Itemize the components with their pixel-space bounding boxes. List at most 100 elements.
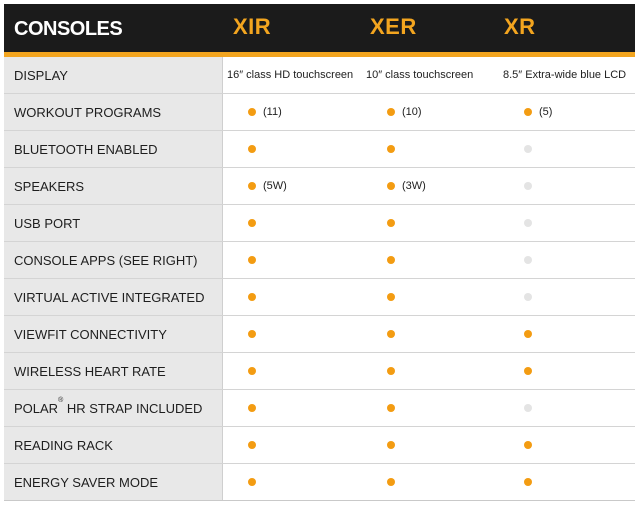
cell-xr (499, 390, 635, 426)
model-heading-xr: XR (504, 14, 536, 39)
row-label: WIRELESS HEART RATE (14, 364, 166, 379)
table-row: CONSOLE APPS (SEE RIGHT) (4, 242, 635, 279)
feature-not-included-dot-icon (524, 145, 532, 153)
row-label: DISPLAY (14, 68, 68, 83)
cell-text: 16″ class HD touchscreen (227, 69, 354, 81)
feature-included-dot-icon (248, 219, 256, 227)
cell-xr (499, 353, 635, 389)
cell-xer (362, 279, 499, 315)
table-body: DISPLAY 16″ class HD touchscreen 10″ class… (4, 57, 635, 501)
cell-xir (223, 131, 362, 167)
table-header: CONSOLES XIR XER XR (4, 4, 635, 52)
row-label: WORKOUT PROGRAMS (14, 105, 162, 120)
cell-note: (5) (539, 106, 553, 118)
cell-xr (499, 316, 635, 352)
cell-xir (223, 205, 362, 241)
table-row: WIRELESS HEART RATE (4, 353, 635, 390)
feature-included-dot-icon (524, 367, 532, 375)
table-row: READING RACK (4, 427, 635, 464)
row-label: VIEWFIT CONNECTIVITY (14, 327, 167, 342)
feature-not-included-dot-icon (524, 404, 532, 412)
cell-xr (499, 279, 635, 315)
model-heading-xer: XER (370, 14, 417, 39)
cell-xer (362, 316, 499, 352)
cell-xir (223, 427, 362, 463)
feature-included-dot-icon (387, 441, 395, 449)
feature-included-dot-icon (524, 108, 532, 116)
table-row: VIEWFIT CONNECTIVITY (4, 316, 635, 353)
model-heading-xir: XIR (233, 14, 272, 39)
feature-included-dot-icon (387, 330, 395, 338)
table-row: VIRTUAL ACTIVE INTEGRATED (4, 279, 635, 316)
cell-xir (223, 279, 362, 315)
row-label-cell: VIEWFIT CONNECTIVITY (4, 316, 223, 352)
table-row: BLUETOOTH ENABLED (4, 131, 635, 168)
feature-not-included-dot-icon (524, 219, 532, 227)
row-label: READING RACK (14, 438, 113, 453)
row-label-cell: DISPLAY (4, 57, 223, 93)
feature-included-dot-icon (524, 478, 532, 486)
row-label-cell: VIRTUAL ACTIVE INTEGRATED (4, 279, 223, 315)
cell-xr (499, 131, 635, 167)
cell-note: (10) (402, 106, 422, 118)
feature-included-dot-icon (387, 367, 395, 375)
row-label: CONSOLE APPS (SEE RIGHT) (14, 253, 198, 268)
cell-xr: 8.5″ Extra-wide blue LCD (499, 57, 635, 93)
cell-text: 10″ class touchscreen (366, 69, 474, 81)
feature-included-dot-icon (248, 330, 256, 338)
feature-included-dot-icon (387, 108, 395, 116)
cell-xr (499, 242, 635, 278)
row-label-cell: ENERGY SAVER MODE (4, 464, 223, 500)
feature-included-dot-icon (387, 404, 395, 412)
cell-xir: (11) (223, 94, 362, 130)
table-row: ENERGY SAVER MODE (4, 464, 635, 501)
row-label-cell: WORKOUT PROGRAMS (4, 94, 223, 130)
feature-included-dot-icon (387, 182, 395, 190)
cell-xer: (3W) (362, 168, 499, 204)
cell-xir (223, 316, 362, 352)
cell-note: (11) (263, 106, 282, 118)
feature-included-dot-icon (387, 293, 395, 301)
row-label: ENERGY SAVER MODE (14, 475, 158, 490)
cell-xr (499, 427, 635, 463)
feature-included-dot-icon (248, 478, 256, 486)
cell-xr (499, 168, 635, 204)
cell-xir: (5W) (223, 168, 362, 204)
cell-xir (223, 242, 362, 278)
row-label-text: POLAR (14, 401, 59, 416)
row-label-cell: CONSOLE APPS (SEE RIGHT) (4, 242, 223, 278)
consoles-comparison-table: CONSOLES XIR XER XR DISPLAY 16″ class HD … (4, 4, 635, 501)
row-label: BLUETOOTH ENABLED (14, 142, 158, 157)
cell-text: 8.5″ Extra-wide blue LCD (503, 69, 627, 81)
cell-xer (362, 131, 499, 167)
row-label-cell: USB PORT (4, 205, 223, 241)
cell-xer (362, 205, 499, 241)
row-label-cell: READING RACK (4, 427, 223, 463)
cell-xer (362, 353, 499, 389)
feature-not-included-dot-icon (524, 256, 532, 264)
feature-included-dot-icon (524, 441, 532, 449)
registered-mark: ® (58, 397, 64, 404)
feature-included-dot-icon (248, 367, 256, 375)
feature-included-dot-icon (524, 330, 532, 338)
table-row: POLAR® HR STRAP INCLUDED (4, 390, 635, 427)
feature-included-dot-icon (248, 108, 256, 116)
feature-included-dot-icon (387, 256, 395, 264)
feature-included-dot-icon (248, 256, 256, 264)
row-label: VIRTUAL ACTIVE INTEGRATED (14, 290, 205, 305)
row-label-cell: WIRELESS HEART RATE (4, 353, 223, 389)
row-label-cell: SPEAKERS (4, 168, 223, 204)
table-row: DISPLAY 16″ class HD touchscreen 10″ class… (4, 57, 635, 94)
feature-not-included-dot-icon (524, 182, 532, 190)
row-label-rest: HR STRAP INCLUDED (63, 401, 203, 416)
table-row: WORKOUT PROGRAMS (11) (10) (5) (4, 94, 635, 131)
feature-included-dot-icon (248, 441, 256, 449)
cell-xir (223, 353, 362, 389)
header-accent-bar (4, 52, 635, 57)
row-label: SPEAKERS (14, 179, 85, 194)
cell-note: (3W) (402, 180, 426, 192)
feature-included-dot-icon (248, 182, 256, 190)
cell-xer: (10) (362, 94, 499, 130)
cell-xir (223, 464, 362, 500)
row-label: POLAR® HR STRAP INCLUDED (14, 390, 202, 426)
